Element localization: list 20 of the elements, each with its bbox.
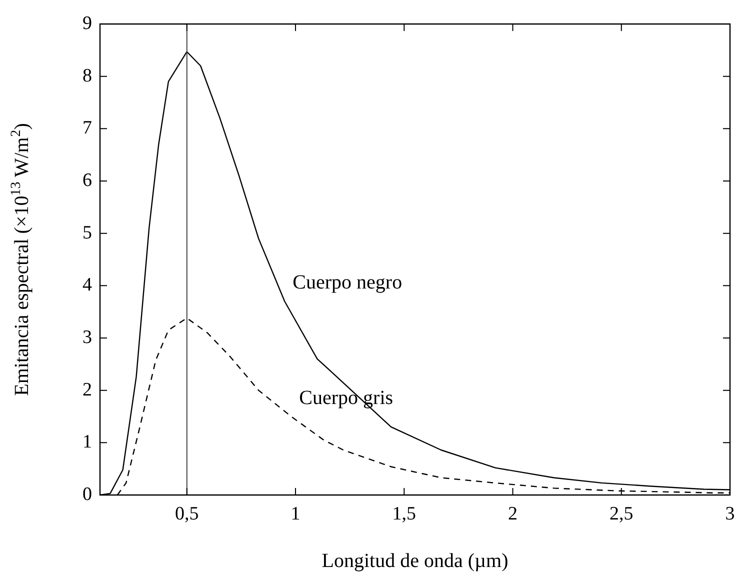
x-tick-label: 1 xyxy=(290,503,300,524)
y-tick-label: 6 xyxy=(82,170,92,191)
x-tick-label: 2 xyxy=(508,503,518,524)
y-axis-title: Emitancia espectral (×1013 W/m2) xyxy=(9,123,33,396)
y-tick-label: 4 xyxy=(82,274,92,296)
x-tick-label: 3 xyxy=(725,503,735,524)
x-tick-label: 2,5 xyxy=(610,503,634,524)
y-tick-label: 9 xyxy=(82,12,92,34)
y-tick-label: 8 xyxy=(82,65,92,86)
series-label: Cuerpo negro xyxy=(292,272,402,294)
y-tick-label: 0 xyxy=(82,484,92,505)
y-tick-label: 7 xyxy=(82,118,92,139)
y-tick-label: 2 xyxy=(82,379,92,400)
series-label: Cuerpo gris xyxy=(299,386,394,409)
x-axis-title: Longitud de onda (µm) xyxy=(322,550,508,572)
y-tick-label: 1 xyxy=(82,432,92,453)
x-tick-label: 1,5 xyxy=(392,503,416,524)
y-tick-label: 5 xyxy=(82,222,92,244)
y-tick-label: 3 xyxy=(82,326,92,348)
x-tick-label: 0,5 xyxy=(175,503,199,524)
